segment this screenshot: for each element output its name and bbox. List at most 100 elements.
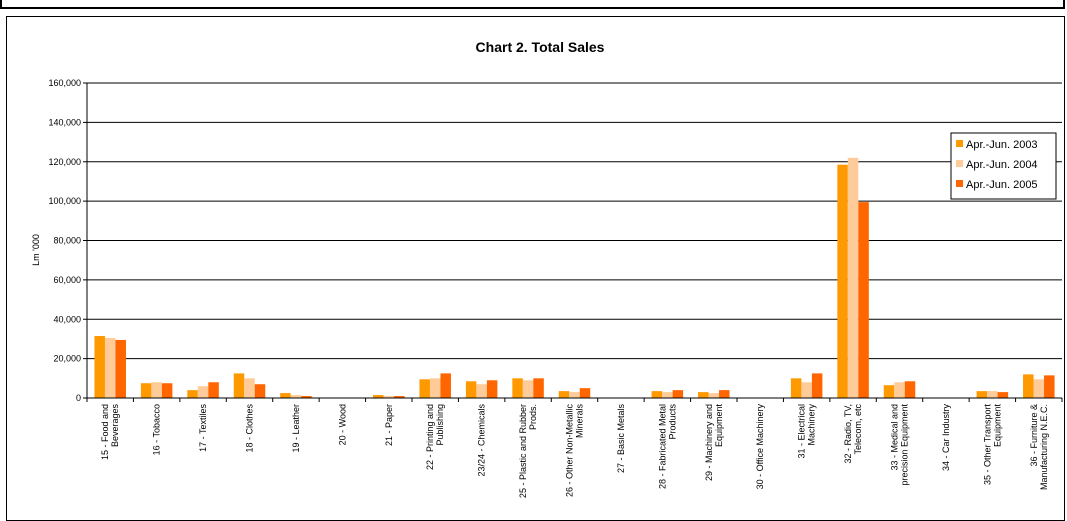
bar: [151, 382, 162, 398]
category-label: 16 - Tobacco: [152, 404, 162, 455]
category-label: 36 - Furniture &: [1029, 404, 1039, 467]
y-tick-label: 0: [76, 393, 81, 403]
legend-swatch: [956, 160, 963, 167]
bar: [429, 378, 441, 398]
y-tick-label: 160,000: [48, 78, 81, 88]
bar: [301, 396, 312, 398]
bar: [997, 392, 1009, 398]
bar: [290, 395, 302, 398]
bar: [662, 392, 673, 398]
y-tick-label: 40,000: [53, 314, 81, 324]
chart-title: Chart 2. Total Sales: [476, 39, 605, 55]
bar: [94, 335, 105, 398]
bar: [486, 380, 498, 398]
legend-box: [950, 132, 1057, 200]
bar: [394, 396, 405, 398]
bar: [790, 378, 802, 398]
category-label: 34 - Car Industry: [941, 404, 951, 472]
category-label: 30 - Office Machinery: [755, 404, 765, 490]
category-label: Equipment: [714, 404, 724, 448]
bar: [104, 337, 116, 398]
category-label: 26 - Other Non-Metallic: [565, 404, 575, 498]
bar: [244, 378, 255, 398]
bar: [708, 393, 720, 398]
bar: [197, 386, 209, 398]
category-label: 22 - Printing and: [425, 404, 435, 470]
category-label: 15 - Food and: [100, 404, 110, 460]
bar: [883, 385, 895, 398]
legend-label: Apr.-Jun. 2003: [966, 139, 1038, 151]
category-label: 29 - Machinery and: [704, 404, 714, 481]
bar: [254, 384, 266, 398]
y-tick-label: 120,000: [48, 157, 81, 167]
bar: [440, 373, 451, 398]
y-tick-label: 60,000: [53, 275, 81, 285]
bar: [1023, 374, 1034, 398]
category-label: Products: [667, 404, 677, 440]
category-label: 23/24 - Chemicals: [477, 404, 487, 477]
bar: [383, 396, 395, 398]
bar: [558, 391, 570, 398]
bar: [672, 390, 684, 398]
category-label: Minerals: [575, 404, 585, 439]
legend-label: Apr.-Jun. 2004: [966, 159, 1038, 171]
bar: [187, 390, 198, 398]
bar: [161, 383, 173, 398]
bar: [837, 164, 848, 398]
bar: [373, 395, 384, 398]
legend-swatch: [956, 180, 963, 187]
bar: [894, 382, 905, 398]
bars: [94, 157, 1055, 398]
category-label: 33 - Medical and: [890, 404, 900, 471]
category-label: 25 - Plastic and Rubber: [518, 404, 528, 498]
bar: [651, 391, 663, 398]
legend-swatch: [956, 140, 963, 147]
upper-panel-frame: [0, 0, 1065, 9]
gridlines: [87, 82, 1062, 360]
bar: [579, 388, 591, 398]
category-label: 27 - Basic Metals: [616, 404, 626, 474]
category-label: precision Equipment: [900, 404, 910, 486]
bar: [115, 339, 126, 398]
bar: [419, 379, 430, 398]
category-label: Prods.: [528, 404, 538, 430]
category-label: 31 - Electrical: [797, 404, 807, 459]
bar: [280, 393, 291, 398]
category-label: Manufacturing N.E.C.: [1039, 404, 1049, 490]
bar: [233, 373, 245, 398]
y-tick-label: 80,000: [53, 236, 81, 246]
legend: Apr.-Jun. 2003 Apr.-Jun. 2004 Apr.-Jun. 20…: [950, 132, 1057, 200]
category-label: 19 - Leather: [291, 404, 301, 453]
y-tick-label: 20,000: [53, 354, 81, 364]
category-label: 17 - Textiles: [198, 404, 208, 452]
category-label: Publishing: [435, 404, 445, 446]
category-label: Beverages: [110, 404, 120, 448]
category-label: 28 - Fabricated Metal: [657, 404, 667, 489]
bar: [512, 378, 523, 398]
bar: [811, 373, 823, 398]
category-label: 32 - Radio, TV,: [843, 404, 853, 464]
axes: [86, 83, 1063, 402]
bar: [976, 391, 988, 398]
y-tick-label: 100,000: [48, 196, 81, 206]
category-label: 21 - Paper: [384, 404, 394, 446]
y-axis-ticks: 0 20,000 40,000 60,000 80,000 100,000 120,000 1…: [48, 78, 87, 403]
bar: [904, 381, 916, 398]
category-label: 20 - Wood: [337, 404, 347, 445]
bar: [465, 381, 477, 398]
bar: [847, 157, 859, 398]
category-label: 18 - Clothes: [245, 404, 255, 453]
bar: [522, 380, 534, 398]
bar: [476, 384, 487, 398]
category-label: Telecom, etc: [853, 404, 863, 455]
category-label: 35 - Other Transport: [982, 404, 992, 486]
y-axis-label: Lm '000: [31, 234, 41, 266]
bar: [719, 390, 730, 398]
bar: [533, 378, 544, 398]
category-label: Equipment: [992, 404, 1002, 448]
bar: [569, 392, 580, 398]
bar: [1044, 375, 1055, 398]
bar: [858, 202, 869, 398]
bar: [1033, 379, 1045, 398]
category-labels: 15 - Food and Beverages 16 - Tobacco 17 - T…: [100, 404, 1049, 499]
